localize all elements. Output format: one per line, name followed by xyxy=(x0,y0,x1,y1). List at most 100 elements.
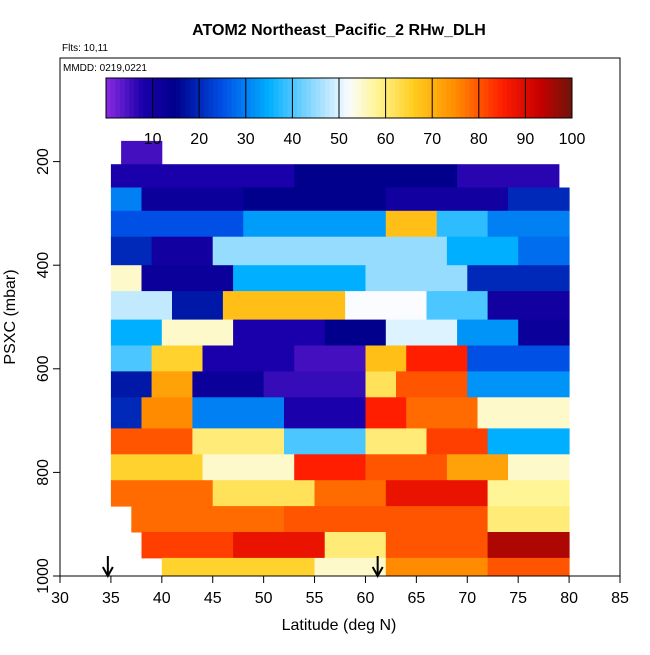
heatmap-cell-8-0 xyxy=(110,345,153,372)
heatmap-cell-12-1 xyxy=(202,454,295,481)
heatmap-cell-8-1 xyxy=(151,345,203,372)
colorbar-swatch xyxy=(352,78,359,118)
colorbar-swatch xyxy=(497,78,503,118)
colorbar-swatch xyxy=(208,78,214,118)
heatmap-cell-8-3 xyxy=(294,345,366,372)
heatmap-cell-13-3 xyxy=(385,480,489,507)
heatmap-cell-15-2 xyxy=(324,532,387,559)
colorbar-tick-label: 90 xyxy=(517,131,535,148)
heatmap-cell-12-5 xyxy=(508,454,570,481)
x-tick-label: 40 xyxy=(153,590,171,607)
colorbar-swatch xyxy=(418,78,424,118)
colorbar-swatch xyxy=(553,78,559,118)
colorbar-swatch xyxy=(516,78,522,118)
heatmap-cells xyxy=(110,140,570,577)
heatmap-cell-5-1 xyxy=(141,265,234,292)
flight-start-arrow xyxy=(101,556,114,579)
x-tick-label: 55 xyxy=(306,590,324,607)
colorbar-swatch xyxy=(334,78,340,118)
colorbar-swatch xyxy=(460,78,466,118)
colorbar-swatch xyxy=(147,78,153,118)
heatmap-cell-12-2 xyxy=(294,454,366,481)
heatmap-cell-6-4 xyxy=(426,291,489,321)
colorbar-swatch xyxy=(464,78,470,118)
heatmap-cell-9-6 xyxy=(467,371,570,398)
colorbar-swatch xyxy=(315,78,321,118)
colorbar-swatch xyxy=(483,78,489,118)
flight-markers xyxy=(101,556,384,579)
colorbar-swatch xyxy=(273,78,279,118)
heatmap-cell-9-4 xyxy=(365,371,397,398)
colorbar-swatch xyxy=(520,78,526,118)
colorbar-swatch xyxy=(478,78,484,118)
heatmap-cell-6-5 xyxy=(487,291,570,321)
colorbar-swatch xyxy=(306,78,312,118)
colorbar-tick-label: 60 xyxy=(377,131,395,148)
colorbar-swatch xyxy=(194,78,200,118)
y-tick-label: 400 xyxy=(35,252,52,279)
heatmap-cell-10-3 xyxy=(284,397,366,429)
heatmap-cell-10-1 xyxy=(141,397,193,429)
y-tick-label: 200 xyxy=(35,148,52,175)
colorbar-swatch xyxy=(502,78,508,118)
heatmap-cell-7-5 xyxy=(457,319,519,346)
heatmap-cell-15-3 xyxy=(385,532,489,559)
heatmap-cell-2-2 xyxy=(243,187,387,212)
colorbar-swatch xyxy=(269,78,275,118)
colorbar-swatch xyxy=(525,78,531,118)
colorbar-swatch xyxy=(408,78,414,118)
heatmap-cell-4-2 xyxy=(212,236,448,266)
colorbar-swatch xyxy=(287,78,293,118)
colorbar-swatch xyxy=(329,78,335,118)
colorbar-swatch xyxy=(390,78,396,118)
heatmap-cell-6-0 xyxy=(110,291,173,321)
chart-title: ATOM2 Northeast_Pacific_2 RHw_DLH xyxy=(192,22,486,39)
heatmap-cell-14-0 xyxy=(131,506,285,533)
colorbar-swatch xyxy=(534,78,540,118)
colorbar-swatch xyxy=(236,78,242,118)
colorbar-swatch xyxy=(161,78,167,118)
dates-annotation: MMDD: 0219,0221 xyxy=(63,63,147,74)
colorbar-swatch xyxy=(213,78,219,118)
heatmap-cell-15-4 xyxy=(487,532,570,559)
colorbar-swatch xyxy=(231,78,237,118)
heatmap-cell-10-4 xyxy=(365,397,407,429)
colorbar-swatch xyxy=(143,78,149,118)
colorbar-swatch xyxy=(171,78,177,118)
colorbar-swatch xyxy=(106,78,112,118)
heatmap-cell-1-2 xyxy=(457,164,560,188)
colorbar-swatch xyxy=(469,78,475,118)
heatmap-cell-6-3 xyxy=(345,291,428,321)
colorbar-swatch xyxy=(283,78,289,118)
colorbar-swatch xyxy=(562,78,568,118)
heatmap-cell-13-4 xyxy=(487,480,570,507)
y-tick-label: 600 xyxy=(35,355,52,382)
heatmap-cell-9-2 xyxy=(192,371,265,398)
heatmap-cell-10-5 xyxy=(406,397,478,429)
colorbar-swatch xyxy=(203,78,209,118)
colorbar-swatch xyxy=(175,78,181,118)
heatmap-cell-14-1 xyxy=(284,506,387,533)
heatmap-cell-15-1 xyxy=(233,532,326,559)
heatmap-cell-9-0 xyxy=(110,371,153,398)
heatmap-cell-11-3 xyxy=(365,428,428,455)
colorbar-swatch xyxy=(250,78,256,118)
y-axis: 200 400 600 800 1000 xyxy=(35,148,60,594)
colorbar-swatch xyxy=(217,78,223,118)
colorbar-swatch xyxy=(455,78,461,118)
heatmap-cell-13-2 xyxy=(314,480,387,507)
colorbar-swatch xyxy=(311,78,317,118)
heatmap-cell-14-3 xyxy=(487,506,570,533)
colorbar-swatch xyxy=(511,78,517,118)
heatmap-cell-8-5 xyxy=(406,345,468,372)
heatmap-cell-8-2 xyxy=(202,345,295,372)
colorbar-swatch xyxy=(436,78,442,118)
x-axis: 30 35 40 45 50 55 60 65 70 75 80 85 xyxy=(51,576,629,607)
heatmap-cell-2-4 xyxy=(508,187,570,212)
colorbar-swatch xyxy=(292,78,298,118)
heatmap-cell-11-2 xyxy=(284,428,366,455)
colorbar-tick-label: 40 xyxy=(284,131,302,148)
x-axis-label: Latitude (deg N) xyxy=(282,617,397,634)
colorbar-swatch xyxy=(129,78,135,118)
